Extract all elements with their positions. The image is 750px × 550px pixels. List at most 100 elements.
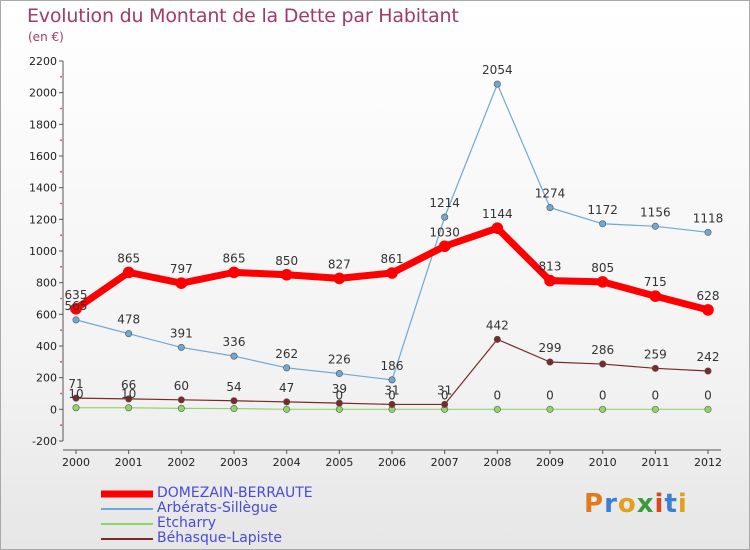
data-label: 391 <box>170 326 193 340</box>
legend-item: Arbérats-Sillègue <box>101 500 401 516</box>
data-point <box>546 204 554 212</box>
data-point <box>441 400 449 408</box>
y-tick-label: 2200 <box>29 55 57 68</box>
data-label: 242 <box>697 350 720 364</box>
logo-letter: o <box>617 489 637 519</box>
y-minor-dot <box>60 360 62 363</box>
data-label: 71 <box>68 377 83 391</box>
data-label: 715 <box>644 275 667 289</box>
data-point <box>546 405 554 413</box>
logo-letter: t <box>664 489 678 519</box>
data-point <box>493 80 501 88</box>
y-minor-dot <box>60 234 62 237</box>
data-point <box>596 276 609 288</box>
y-tick-label: 1400 <box>29 182 57 195</box>
legend-swatch <box>101 522 153 525</box>
data-label: 31 <box>384 383 399 397</box>
x-tick-label: 2001 <box>115 456 143 469</box>
data-point <box>177 343 185 351</box>
y-tick-label: 1600 <box>29 150 57 163</box>
data-point <box>177 404 185 412</box>
data-labels: 635 865 797 865 850 827 861 1030 1144 813 805 715 62… <box>65 63 724 402</box>
x-tick-label: 2012 <box>694 456 722 469</box>
proxiti-logo: Proxiti <box>584 489 688 519</box>
x-tick-label: 2000 <box>62 456 90 469</box>
y-minor-dot <box>60 107 62 110</box>
data-label: 478 <box>117 313 140 327</box>
data-label: 0 <box>388 388 396 402</box>
logo-letter: i <box>654 489 665 519</box>
data-point <box>228 266 240 279</box>
data-label: 0 <box>336 388 344 402</box>
y-tick-label: 0 <box>50 403 57 416</box>
x-tick-label: 2010 <box>589 456 617 469</box>
series-lines <box>70 80 714 413</box>
data-label: 850 <box>275 254 298 268</box>
data-point <box>125 404 133 412</box>
y-tick-label: 400 <box>36 340 57 353</box>
data-point <box>70 302 82 315</box>
data-label: 0 <box>652 388 660 402</box>
data-point <box>175 277 188 289</box>
data-label: 827 <box>328 257 351 271</box>
y-tick-label: 200 <box>36 372 57 385</box>
data-point <box>333 272 346 285</box>
legend-label: Etcharry <box>157 515 217 531</box>
legend-label: Béhasque-Lapiste <box>157 530 282 546</box>
data-label: 0 <box>599 388 607 402</box>
x-tick-label: 2002 <box>167 456 195 469</box>
legend: DOMEZAIN-BERRAUTE Arbérats-Sillègue Etchar… <box>101 485 401 546</box>
data-label: 299 <box>539 341 562 355</box>
logo-letter: P <box>584 489 605 519</box>
data-label: 2054 <box>482 63 513 77</box>
data-label: 262 <box>275 347 298 361</box>
legend-swatch <box>101 537 153 540</box>
logo-letter: i <box>677 489 688 519</box>
x-tick-label: 2005 <box>325 456 353 469</box>
y-tick-label: -200 <box>32 435 57 448</box>
data-label: 1156 <box>640 205 671 219</box>
legend-label: Arbérats-Sillègue <box>157 500 278 516</box>
y-tick-label: 800 <box>36 277 57 290</box>
y-minor-dot <box>60 392 62 395</box>
data-label: 635 <box>65 288 88 302</box>
legend-swatch <box>101 490 153 497</box>
x-tick-label: 2004 <box>273 456 301 469</box>
legend-item: Etcharry <box>101 515 401 531</box>
data-label: 186 <box>381 359 404 373</box>
y-tick-label: 1800 <box>29 118 57 131</box>
data-point <box>438 240 451 253</box>
data-point <box>702 304 714 316</box>
data-label: 226 <box>328 353 351 367</box>
data-point <box>283 398 291 406</box>
data-point <box>230 405 238 413</box>
x-tick-label: 2006 <box>378 456 406 469</box>
data-label: 47 <box>279 381 294 395</box>
data-point <box>230 352 238 360</box>
data-point <box>283 364 291 372</box>
data-point <box>280 268 293 281</box>
data-label: 805 <box>591 261 614 275</box>
data-point <box>335 370 343 378</box>
chart-subtitle: (en €) <box>28 30 64 44</box>
logo-letter: x <box>636 489 655 519</box>
data-label: 0 <box>546 388 554 402</box>
y-tick-label: 2000 <box>29 87 57 100</box>
y-minor-dot <box>60 170 62 173</box>
data-point <box>388 376 396 384</box>
y-minor-dot <box>60 265 62 268</box>
data-point <box>125 330 133 338</box>
data-point <box>493 335 501 343</box>
data-point <box>704 228 712 236</box>
data-point <box>493 405 501 413</box>
data-point <box>72 404 80 412</box>
data-point <box>122 266 135 279</box>
x-tick-label: 2003 <box>220 456 248 469</box>
data-label: 66 <box>121 378 136 392</box>
data-point <box>651 405 659 413</box>
axes: -200020040060080010001200140016001800200… <box>29 55 722 469</box>
data-point <box>599 360 607 368</box>
data-point <box>599 405 607 413</box>
data-label: 286 <box>591 343 614 357</box>
